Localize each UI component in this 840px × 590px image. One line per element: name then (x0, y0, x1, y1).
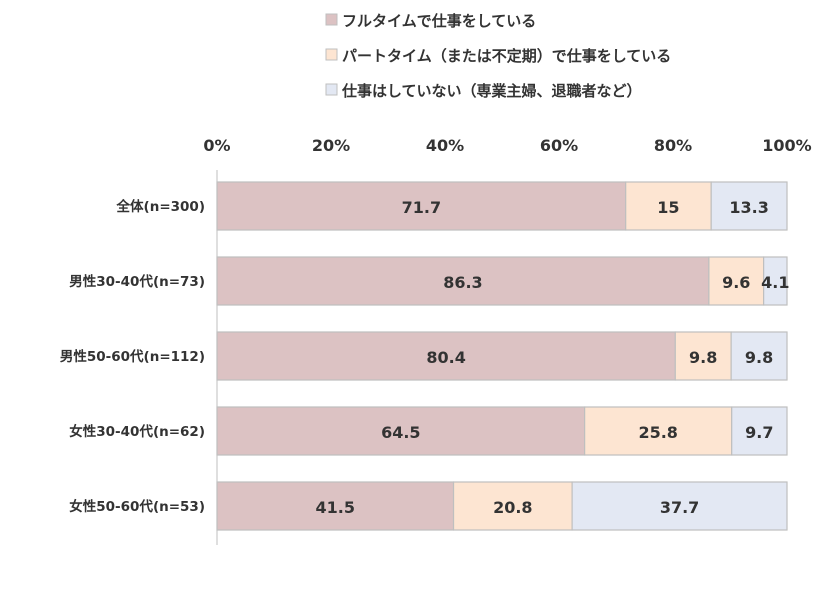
data-label: 37.7 (660, 498, 699, 517)
data-label: 9.8 (745, 348, 773, 367)
bar-segment (584, 406, 733, 456)
bar-segment (216, 481, 455, 531)
data-label: 9.7 (745, 423, 773, 442)
legend-swatch (325, 83, 338, 96)
data-label: 71.7 (402, 198, 441, 217)
bar-segment (730, 331, 788, 381)
legend-label: フルタイムで仕事をしている (342, 12, 536, 30)
data-label: 15 (657, 198, 679, 217)
data-label: 13.3 (729, 198, 768, 217)
legend-label: パートタイム（または不定期）で仕事をしている (342, 47, 671, 65)
x-tick-label: 0% (203, 136, 230, 155)
category-label: 男性30-40代(n=73) (69, 273, 205, 290)
data-label: 9.6 (722, 273, 750, 292)
x-tick-label: 20% (312, 136, 350, 155)
data-label: 41.5 (316, 498, 355, 517)
x-tick-label: 100% (762, 136, 811, 155)
x-tick-label: 60% (540, 136, 578, 155)
data-label: 86.3 (443, 273, 482, 292)
bar-segment (731, 406, 788, 456)
data-label: 64.5 (381, 423, 420, 442)
category-label: 全体(n=300) (116, 198, 205, 215)
category-label: 女性30-40代(n=62) (69, 423, 205, 440)
data-label: 80.4 (426, 348, 465, 367)
category-label: 男性50-60代(n=112) (60, 348, 205, 365)
bar-segment (710, 181, 788, 231)
x-tick-label: 40% (426, 136, 464, 155)
legend-swatch (325, 48, 338, 61)
bar-segment (763, 256, 788, 306)
bar-segment (216, 331, 676, 381)
legend-swatch (325, 13, 338, 26)
x-tick-label: 80% (654, 136, 692, 155)
data-label: 9.8 (689, 348, 717, 367)
data-label: 4.1 (761, 273, 789, 292)
bar-segment (452, 481, 573, 531)
bar-segment (216, 406, 586, 456)
data-label: 25.8 (638, 423, 677, 442)
category-label: 女性50-60代(n=53) (69, 498, 205, 515)
legend-label: 仕事はしていない（専業主婦、退職者など） (341, 82, 642, 100)
bar-segment (625, 181, 712, 231)
data-label: 20.8 (493, 498, 532, 517)
bar-segment (571, 481, 788, 531)
